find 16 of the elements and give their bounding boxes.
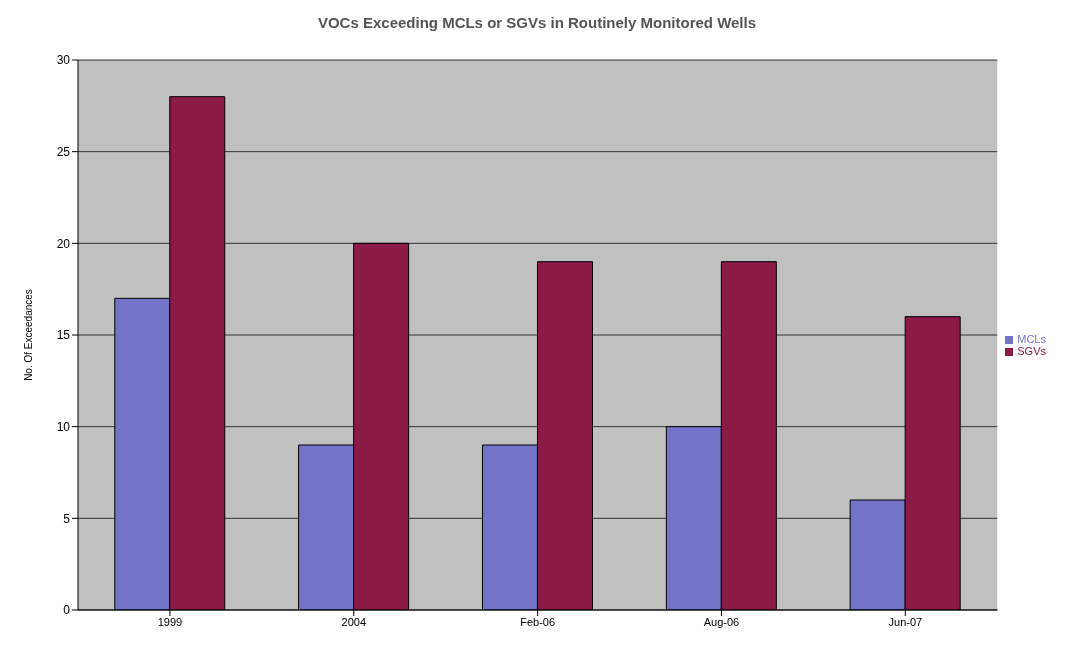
x-tick-label: 1999 <box>157 615 183 628</box>
y-tick-label: 0 <box>63 603 71 618</box>
legend-label: MCLs <box>1017 333 1046 345</box>
x-tick-label: Jun-07 <box>888 615 923 628</box>
y-tick-label: 25 <box>56 144 71 159</box>
x-tick-label: Feb-06 <box>520 615 556 628</box>
x-tick-label: 2004 <box>341 615 367 628</box>
y-tick-label: 5 <box>63 511 71 526</box>
y-axis-title: No. Of Exceedances <box>22 289 34 381</box>
y-tick-label: 30 <box>56 53 71 68</box>
x-tick-label: Aug-06 <box>703 615 740 628</box>
y-tick-label: 10 <box>56 419 71 434</box>
legend-label: SGVs <box>1017 345 1046 357</box>
y-tick-label: 20 <box>56 236 71 251</box>
y-tick-label: 15 <box>56 328 71 343</box>
chart-title: VOCs Exceeding MCLs or SGVs in Routinely Monitored Wells <box>316 13 758 33</box>
